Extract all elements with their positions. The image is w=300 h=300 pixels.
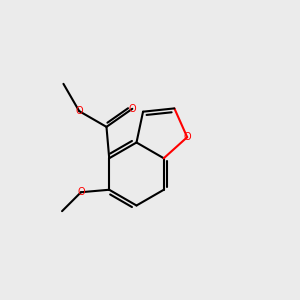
Text: O: O bbox=[75, 106, 83, 116]
Text: O: O bbox=[183, 132, 191, 142]
Text: O: O bbox=[77, 187, 85, 197]
Text: O: O bbox=[128, 104, 136, 114]
